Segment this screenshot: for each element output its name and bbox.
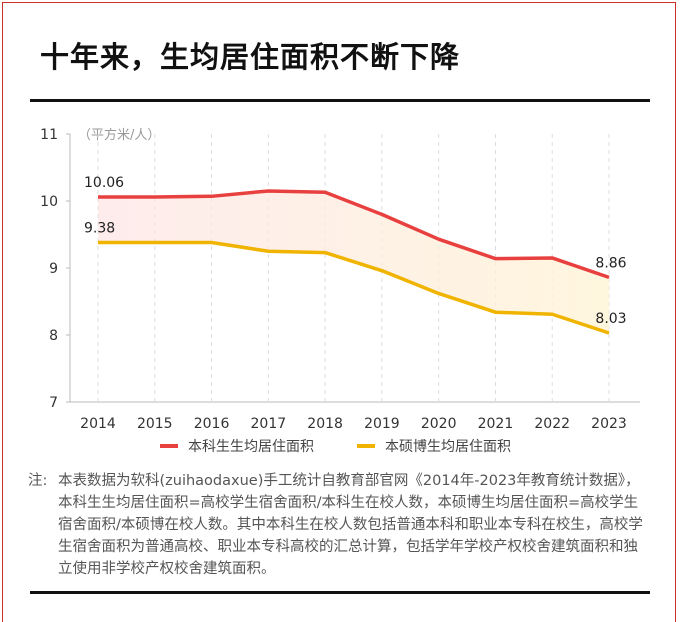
x-tick-label: 2018 — [307, 416, 343, 432]
x-tick-label: 2017 — [251, 416, 287, 432]
legend-label: 本硕博生均居住面积 — [385, 438, 511, 455]
y-tick-label: 9 — [49, 261, 58, 277]
x-tick-label: 2022 — [534, 416, 570, 432]
x-tick-label: 2021 — [478, 416, 514, 432]
y-tick-label: 7 — [49, 395, 58, 411]
footnote: 注: 本表数据为软科(zuihaodaxue)手工统计自教育部官网《2014年-… — [28, 470, 648, 580]
line-chart: （平方米/人） 7 8 9 10 11 2014 2015 2016 2017 2018 2019 2… — [0, 0, 680, 470]
y-axis-unit: （平方米/人） — [78, 127, 160, 143]
y-tick-label: 11 — [40, 127, 58, 143]
data-label: 9.38 — [84, 221, 115, 237]
legend-label: 本科生生均居住面积 — [188, 439, 314, 455]
y-tick-label: 8 — [49, 328, 58, 344]
x-tick-label: 2014 — [80, 416, 116, 432]
data-label: 8.86 — [595, 255, 626, 271]
x-tick-label: 2019 — [364, 416, 400, 432]
note-text: 本表数据为软科(zuihaodaxue)手工统计自教育部官网《2014年-202… — [58, 470, 648, 580]
legend-swatch — [160, 444, 178, 448]
data-label: 8.03 — [595, 311, 626, 327]
legend-swatch — [357, 444, 375, 448]
note-label: 注: — [28, 470, 47, 492]
x-tick-label: 2020 — [421, 416, 457, 432]
bottom-divider — [30, 591, 650, 594]
y-tick-label: 10 — [40, 194, 58, 210]
data-label: 10.06 — [84, 175, 124, 191]
x-tick-label: 2015 — [137, 416, 173, 432]
x-tick-label: 2016 — [194, 416, 230, 432]
x-tick-label: 2023 — [591, 416, 627, 432]
